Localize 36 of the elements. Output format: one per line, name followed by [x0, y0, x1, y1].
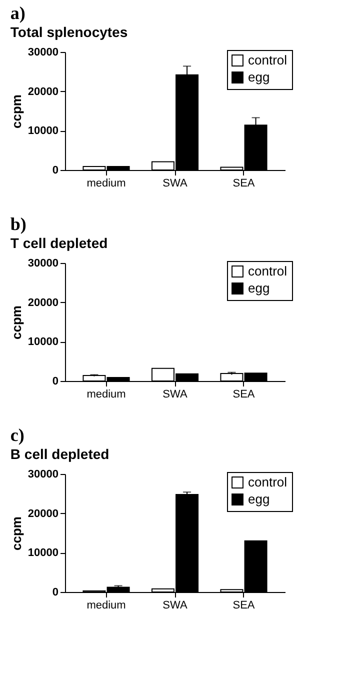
chart-subtitle: B cell depleted — [10, 446, 110, 462]
y-tick-label: 0 — [52, 376, 58, 388]
chart-title: c) — [10, 425, 24, 445]
x-tick-label: medium — [86, 600, 126, 612]
x-tick-label: SEA — [232, 178, 256, 190]
y-axis-title: ccpm — [8, 516, 24, 550]
legend-label: control — [248, 52, 288, 68]
y-tick-label: 20000 — [28, 508, 58, 520]
x-tick-label: SEA — [232, 600, 256, 612]
legend-label: control — [248, 474, 288, 490]
y-tick-label: 0 — [52, 164, 58, 176]
x-tick-label: SWA — [162, 178, 188, 190]
y-tick-label: 20000 — [28, 86, 58, 98]
x-tick-label: medium — [86, 178, 126, 190]
y-tick-label: 20000 — [28, 296, 58, 309]
legend-label: egg — [248, 70, 270, 84]
legend-label: egg — [248, 492, 270, 506]
chart-subtitle: Total splenocytes — [10, 24, 128, 40]
y-tick-label: 10000 — [28, 336, 58, 348]
x-tick-label: SEA — [232, 388, 256, 400]
y-tick-label: 0 — [52, 586, 58, 598]
y-tick-label: 30000 — [28, 468, 58, 480]
chart-subtitle: T cell depleted — [10, 235, 108, 251]
x-tick-label: SWA — [162, 600, 188, 612]
y-tick-label: 30000 — [28, 258, 58, 270]
legend-label: control — [248, 264, 288, 278]
chart-title: b) — [10, 214, 26, 234]
y-tick-label: 10000 — [28, 125, 58, 138]
x-tick-label: SWA — [162, 388, 188, 400]
y-axis-title: ccpm — [8, 306, 24, 340]
y-tick-label: 30000 — [28, 46, 58, 58]
legend-label: egg — [248, 280, 270, 296]
x-tick-label: medium — [86, 388, 126, 400]
chart-title: a) — [10, 3, 26, 23]
y-tick-label: 10000 — [28, 547, 58, 560]
y-axis-title: ccpm — [8, 94, 24, 128]
